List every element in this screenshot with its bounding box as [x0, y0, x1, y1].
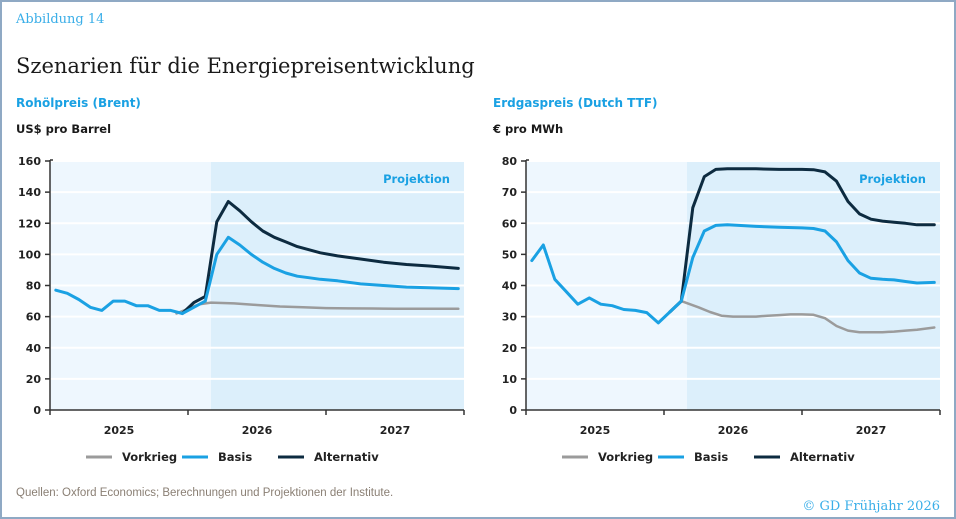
gas-projection-label: Projektion — [859, 172, 926, 186]
right-chart-unit: € pro MWh — [493, 122, 564, 136]
oil-x-tick-label: 2026 — [242, 424, 273, 437]
oil-legend-label-alternativ: Alternativ — [314, 450, 379, 464]
oil-y-tick-label: 100 — [18, 248, 41, 261]
gas-series-vorkrieg — [680, 299, 936, 334]
oil-y-tick-label: 40 — [26, 342, 42, 355]
source-note: Quellen: Oxford Economics; Berechnungen … — [16, 487, 394, 499]
gas-x-tick-label: 2025 — [580, 424, 611, 437]
gas-x-tick-label: 2027 — [856, 424, 887, 437]
gas-y-tick-label: 70 — [502, 186, 518, 199]
gas-y-tick-label: 10 — [502, 373, 518, 386]
oil-y-tick-label: 20 — [26, 373, 42, 386]
gas-x-tick-label: 2026 — [718, 424, 749, 437]
gas-legend-label-basis: Basis — [694, 450, 728, 464]
gas-y-tick-label: 40 — [502, 280, 518, 293]
gas-y-tick-label: 0 — [509, 404, 517, 417]
gas-series-basis — [530, 223, 936, 325]
copyright-note: © GD Frühjahr 2026 — [802, 499, 940, 514]
oil-legend-label-vorkrieg: Vorkrieg — [122, 450, 177, 464]
gas-price-chart: 0 10 20 30 40 50 60 70 80 2025 2026 2027 Projektion V… — [502, 155, 941, 464]
oil-series-alternativ — [180, 200, 460, 315]
oil-series-basis — [54, 235, 460, 315]
gas-y-tick-label: 20 — [502, 342, 518, 355]
gas-y-tick-label: 60 — [502, 217, 518, 230]
figure-label: Abbildung 14 — [16, 12, 105, 27]
right-chart-title: Erdgaspreis (Dutch TTF) — [493, 96, 658, 110]
oil-y-tick-label: 120 — [18, 217, 41, 230]
oil-y-tick-label: 140 — [18, 186, 41, 199]
gas-y-tick-label: 50 — [502, 248, 518, 261]
left-chart-title: Rohölpreis (Brent) — [16, 96, 141, 110]
gas-series-alternativ — [668, 167, 936, 314]
oil-x-tick-label: 2027 — [380, 424, 411, 437]
figure-title: Szenarien für die Energiepreisentwicklun… — [16, 54, 475, 78]
oil-y-tick-label: 80 — [26, 280, 42, 293]
gas-y-tick-label: 80 — [502, 155, 518, 168]
oil-y-tick-label: 60 — [26, 311, 42, 324]
oil-y-tick-label: 0 — [33, 404, 41, 417]
gas-legend-label-alternativ: Alternativ — [790, 450, 855, 464]
oil-legend-label-basis: Basis — [218, 450, 252, 464]
oil-y-tick-label: 160 — [18, 155, 41, 168]
oil-price-chart: 0 20 40 60 80 100 120 140 160 2025 2026 2027 Projekt… — [18, 155, 465, 464]
gas-legend-label-vorkrieg: Vorkrieg — [598, 450, 653, 464]
left-chart-unit: US$ pro Barrel — [16, 122, 112, 136]
oil-projection-label: Projektion — [383, 172, 450, 186]
gas-y-tick-label: 30 — [502, 311, 518, 324]
oil-x-tick-label: 2025 — [104, 424, 135, 437]
